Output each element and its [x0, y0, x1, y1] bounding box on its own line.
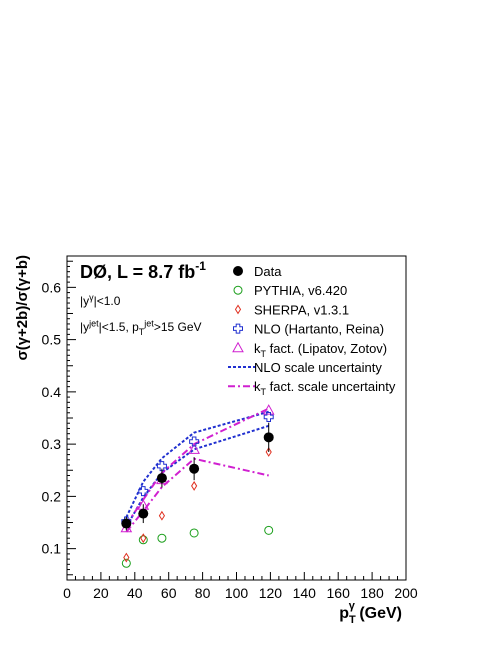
cut-jet-part-3: T [139, 327, 145, 337]
cut-photon-part-0: |y [80, 294, 89, 308]
legend-label-name: NLO (Hartanto, Reina) [254, 322, 384, 337]
experiment-label-sup: -1 [195, 259, 206, 273]
cut-photon-part-1: γ [89, 292, 94, 302]
marker-open-circle [189, 528, 199, 538]
cut-photon-part-2: |<1.0 [94, 294, 121, 308]
band-upper-line [125, 410, 269, 518]
x-tick-label: 20 [93, 585, 109, 601]
y-axis-label: σ(γ+2b)/σ(γ+b) [14, 255, 31, 361]
marker-filled-circle [263, 432, 274, 443]
x-axis-label-main: p [339, 605, 349, 622]
axes: 0 20 40 60 80 100 120 140 160 180 200 0.1 0.2 0.3 0.4 0… [14, 255, 418, 626]
x-axis-label-sub: T [349, 614, 356, 626]
legend-label: SHERPA, v1.3.1 [254, 302, 349, 317]
legend-label-name: Data [254, 264, 282, 279]
x-axis-label-sup: γ [349, 600, 356, 612]
legend-marker [233, 323, 243, 334]
marker-open-triangle [188, 443, 200, 454]
marker-open-cross [189, 436, 200, 447]
marker-filled-circle [156, 473, 167, 484]
cut-label-jet: |yjet|<1.5, pTjet>15 GeV [80, 318, 202, 336]
marker-open-diamond [140, 533, 147, 544]
x-tick-label: 60 [161, 585, 177, 601]
marker-open-circle [121, 558, 131, 568]
x-tick-label: 40 [127, 585, 143, 601]
x-tick-label: 0 [63, 585, 71, 601]
y-tick-label: 0.3 [42, 436, 62, 452]
x-tick-label: 200 [394, 585, 418, 601]
marker-open-circle [264, 525, 274, 535]
cut-jet-part-4: jet [143, 318, 154, 328]
legend-label-name: PYTHIA, v6.420 [254, 283, 347, 298]
cut-jet-part-2: |<1.5, p [99, 320, 139, 334]
x-tick-label: 140 [293, 585, 317, 601]
legend-label: PYTHIA, v6.420 [254, 283, 347, 298]
x-tick-label: 160 [327, 585, 351, 601]
marker-open-diamond [123, 552, 130, 563]
x-tick-label: 100 [225, 585, 249, 601]
legend-label-sub: T [261, 387, 267, 397]
legend-label-rest: fact. scale uncertainty [266, 379, 396, 394]
band-lower-line [125, 457, 269, 533]
experiment-label-main: DØ, L = 8.7 fb [80, 262, 195, 282]
marker-open-circle [157, 533, 167, 543]
legend-label-name: k [254, 379, 261, 394]
data-marks [120, 404, 275, 568]
cut-label-photon: |yγ|<1.0 [80, 292, 121, 308]
marker-open-diamond [265, 447, 272, 457]
legend-label: Data [254, 264, 282, 279]
y-tick-label: 0.2 [42, 488, 62, 504]
legend: Data PYTHIA, v6.420 SHERPA, v1.3.1 NLO (Har… [228, 264, 396, 397]
legend-label: NLO (Hartanto, Reina) [254, 322, 384, 337]
marker-open-cross [138, 486, 149, 497]
y-tick-label: 0.5 [42, 332, 62, 348]
x-tick-label: 120 [259, 585, 283, 601]
x-tick-label: 80 [195, 585, 211, 601]
y-tick-label: 0.6 [42, 279, 62, 295]
legend-label-sub: T [261, 349, 267, 359]
marker-open-circle [138, 535, 148, 545]
legend-label: kT fact. scale uncertainty [254, 379, 396, 397]
marker-filled-circle [121, 518, 132, 529]
x-axis-label: pTγ (GeV) [339, 600, 402, 626]
legend-marker [233, 266, 243, 276]
y-tick-label: 0.4 [42, 384, 62, 400]
legend-label: NLO scale uncertainty [254, 360, 382, 375]
legend-marker [233, 285, 243, 295]
cut-jet-part-0: |y [80, 320, 89, 334]
marker-filled-circle [138, 508, 149, 519]
y-tick-label: 0.1 [42, 541, 62, 557]
legend-label-name: k [254, 341, 261, 356]
legend-label-name: SHERPA, v1.3.1 [254, 302, 349, 317]
marker-open-cross [263, 411, 274, 422]
marker-open-triangle [262, 404, 275, 415]
marker-open-diamond [191, 480, 198, 491]
legend-marker [234, 304, 242, 315]
x-tick-label: 180 [360, 585, 384, 601]
annotations: DØ, L = 8.7 fb-1|yγ|<1.0|yjet|<1.5, pTje… [80, 259, 206, 337]
x-axis-label-unit: (GeV) [355, 605, 402, 622]
marker-filled-circle [189, 463, 200, 474]
cut-jet-part-1: jet [88, 318, 99, 328]
experiment-label: DØ, L = 8.7 fb-1 [80, 259, 206, 282]
marker-open-diamond [158, 510, 166, 521]
marker-open-cross [156, 461, 167, 472]
cut-jet-part-5: >15 GeV [154, 320, 202, 334]
legend-label: kT fact. (Lipatov, Zotov) [254, 341, 387, 359]
legend-marker [232, 341, 244, 353]
legend-label-rest: fact. (Lipatov, Zotov) [266, 341, 387, 356]
legend-label-name: NLO scale uncertainty [254, 360, 382, 375]
